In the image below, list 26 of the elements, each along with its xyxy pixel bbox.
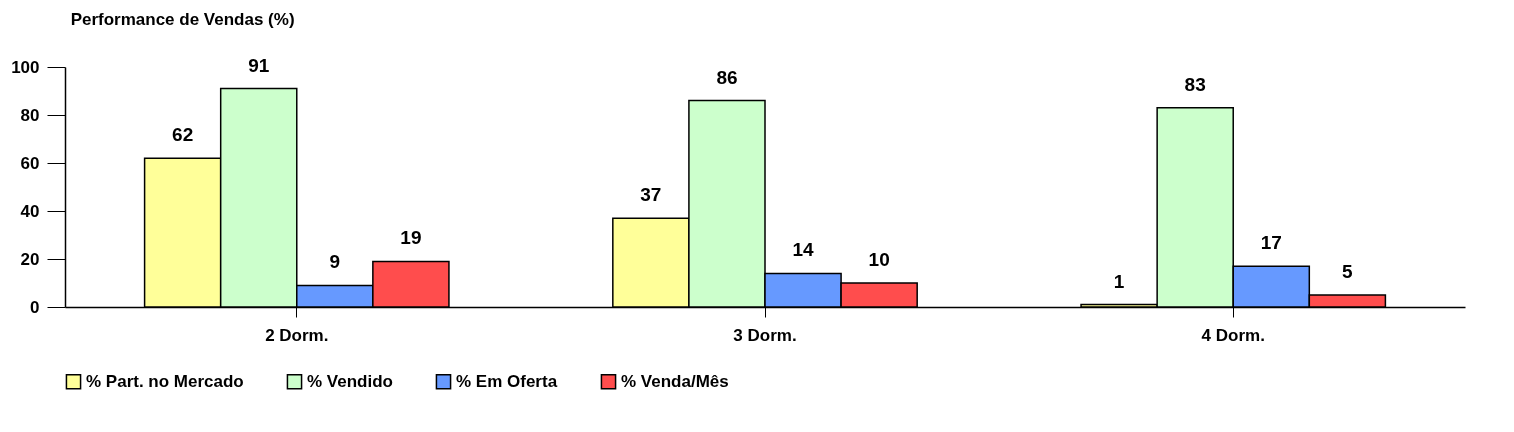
x-tick-label: 4 Dorm. — [1201, 325, 1265, 345]
data-label: 62 — [172, 124, 194, 146]
y-tick-label: 80 — [20, 105, 40, 125]
data-label: 83 — [1184, 73, 1206, 95]
data-label: 17 — [1260, 232, 1282, 254]
data-label: 1 — [1113, 270, 1125, 292]
data-label: 19 — [400, 227, 422, 249]
y-tick-label: 60 — [20, 153, 40, 173]
data-label: 91 — [248, 54, 270, 76]
legend-label: % Part. no Mercado — [86, 371, 244, 391]
data-label: 37 — [640, 184, 662, 206]
legend-label: % Vendido — [307, 371, 393, 391]
data-label: 10 — [868, 249, 890, 270]
y-tick-label: 40 — [20, 201, 40, 221]
data-label: 9 — [329, 251, 341, 273]
legend-label: % Venda/Mês — [621, 371, 729, 391]
y-tick-label: 20 — [20, 249, 40, 269]
y-tick-label: 0 — [30, 297, 40, 317]
data-label: 14 — [792, 239, 815, 261]
data-label: 5 — [1342, 261, 1354, 282]
chart-title: Performance de Vendas (%) — [70, 9, 295, 29]
data-label: 86 — [716, 66, 738, 88]
x-tick-label: 2 Dorm. — [265, 325, 329, 345]
x-tick-label: 3 Dorm. — [733, 325, 797, 345]
legend-label: % Em Oferta — [456, 371, 558, 391]
y-tick-label: 100 — [11, 57, 40, 77]
